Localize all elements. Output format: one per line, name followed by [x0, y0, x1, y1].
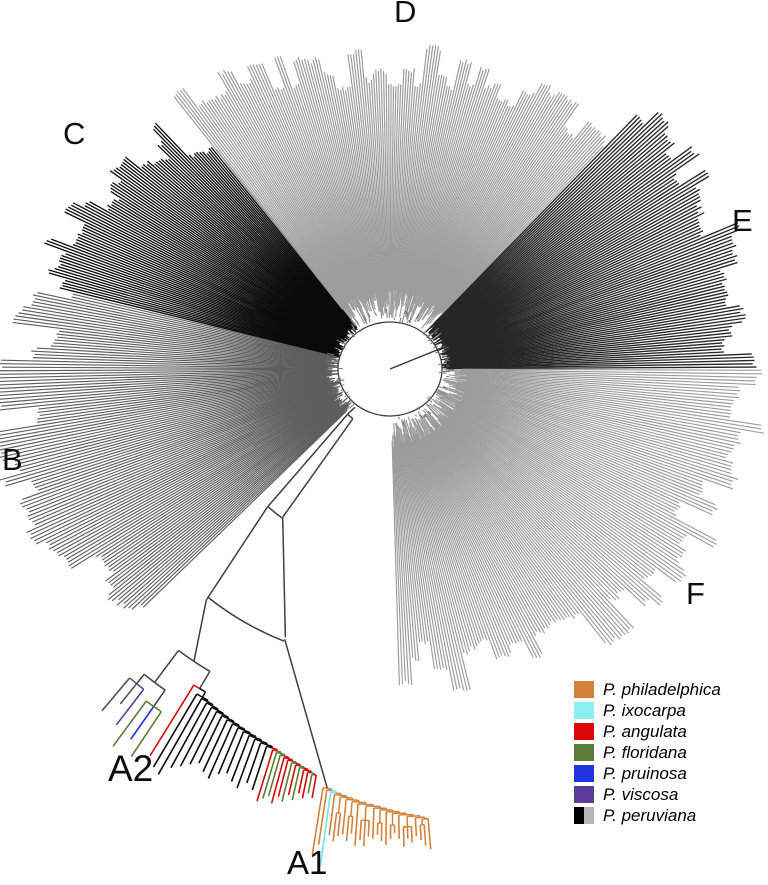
clade-label-a2: A2: [108, 748, 154, 789]
clade-label-b: B: [2, 442, 23, 477]
legend-species-label: P. viscosa: [603, 784, 679, 804]
legend-swatch-icon: [574, 807, 594, 824]
legend-item: P. philadelphica: [574, 679, 721, 699]
clade-label-a1: A1: [287, 844, 328, 881]
clade-label-d: D: [394, 0, 417, 29]
clade-label-f: F: [686, 576, 705, 611]
clade-label-c: C: [63, 116, 86, 151]
legend-item: P. viscosa: [574, 784, 721, 804]
legend-item: P. pruinosa: [574, 763, 721, 783]
legend-item: P. floridana: [574, 742, 721, 762]
legend-item: P. peruviana: [574, 805, 721, 825]
clade-label-e: E: [732, 203, 753, 238]
legend-swatch-icon: [574, 723, 594, 740]
legend-swatch-icon: [574, 765, 594, 782]
legend-species-label: P. philadelphica: [603, 679, 721, 699]
legend-species-label: P. pruinosa: [603, 763, 687, 783]
species-legend: P. philadelphica P. ixocarpa P. angulata P.…: [574, 679, 721, 828]
legend-swatch-icon: [574, 786, 594, 803]
legend-species-label: P. peruviana: [603, 805, 697, 825]
legend-species-label: P. floridana: [603, 742, 687, 762]
legend-item: P. angulata: [574, 721, 721, 741]
legend-item: P. ixocarpa: [574, 700, 721, 720]
legend-species-label: P. ixocarpa: [603, 700, 686, 720]
legend-species-label: P. angulata: [603, 721, 687, 741]
legend-swatch-icon: [574, 702, 594, 719]
legend-swatch-icon: [574, 681, 594, 698]
legend-swatch-icon: [574, 744, 594, 761]
